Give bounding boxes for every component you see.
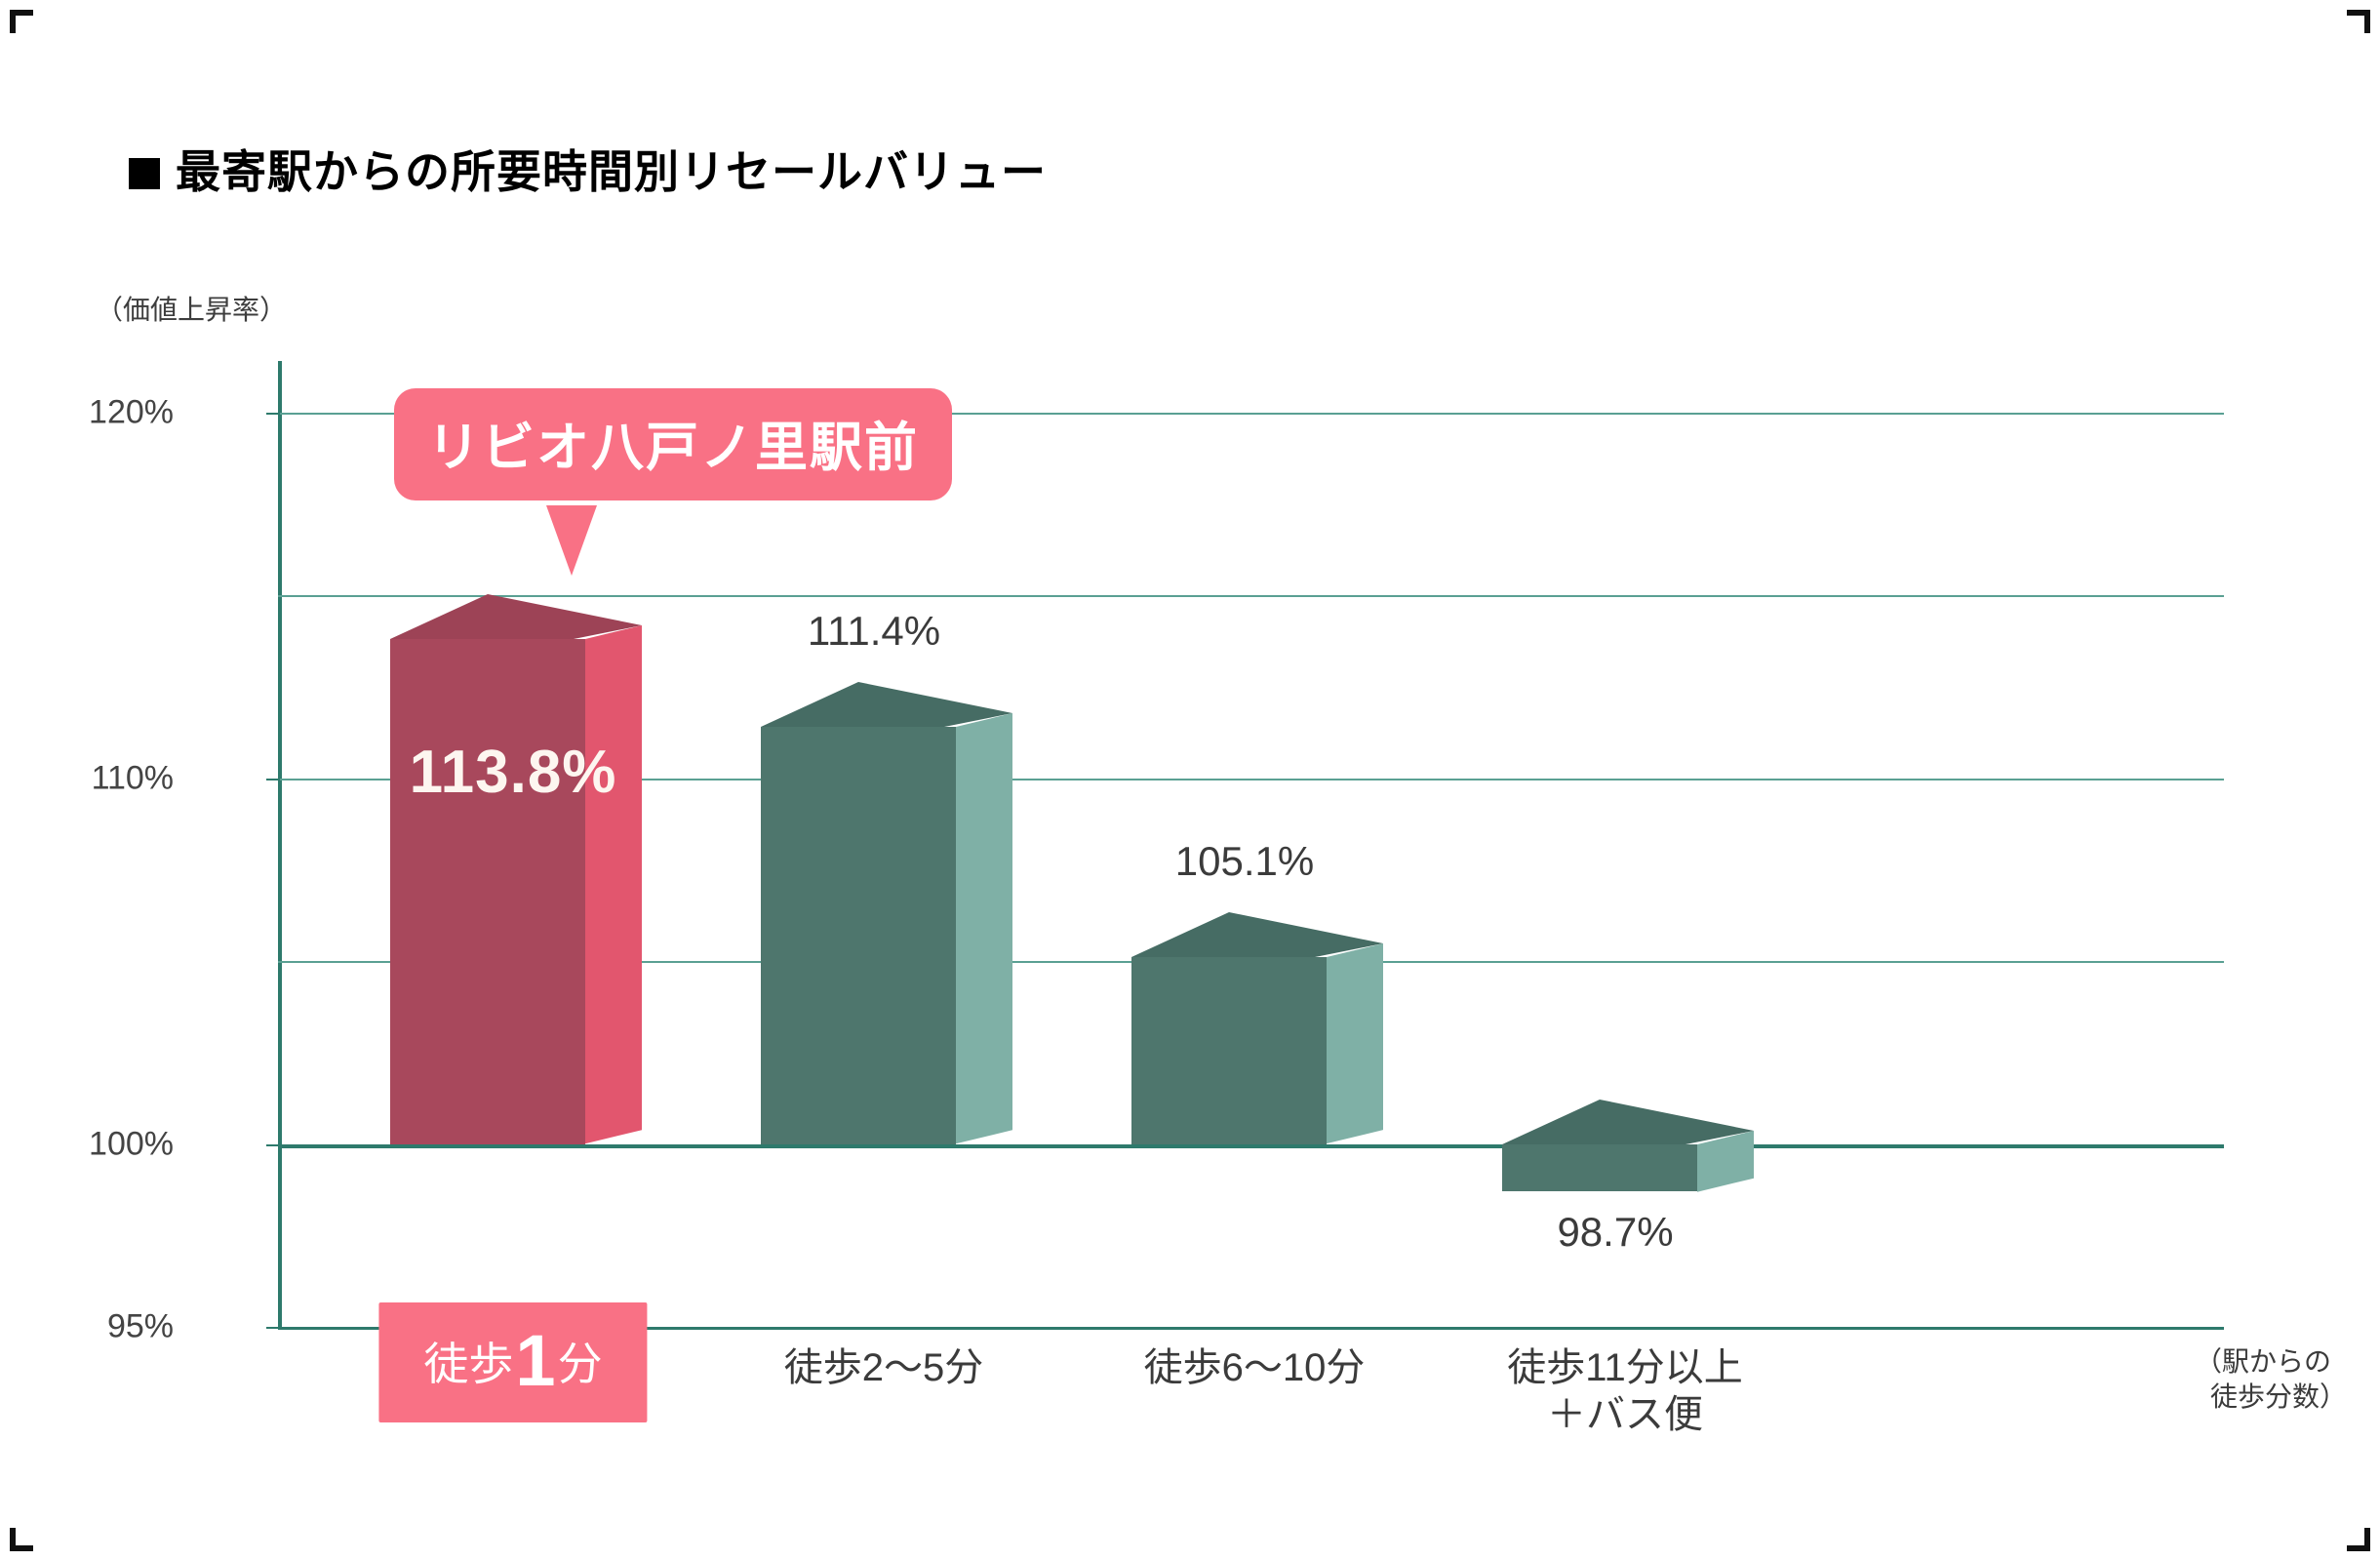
- x-category-label-3: 徒歩6〜10分: [1144, 1344, 1366, 1391]
- bar-4-front-face: [1502, 1143, 1697, 1192]
- bar-1-value-label: 113.8%: [409, 738, 617, 806]
- gridline-110: [278, 778, 2224, 780]
- y-tick-label-110: 110%: [91, 759, 174, 797]
- y-axis-line: [278, 361, 282, 1327]
- bar-2-front-face: [761, 727, 956, 1144]
- x-category-label-1: 徒歩1分: [378, 1302, 648, 1422]
- y-tick-label-120: 120%: [89, 393, 174, 431]
- bar-3-top-face: [1131, 912, 1383, 960]
- y-tick-mark-110: [266, 778, 280, 780]
- bar-2-value-label: 111.4%: [807, 608, 941, 655]
- y-axis-title: （価値上昇率）: [96, 295, 288, 325]
- x-category-line1: 徒歩2〜5分: [783, 1346, 984, 1389]
- bar-1-front-face: [390, 639, 585, 1144]
- y-tick-mark-100: [266, 1143, 280, 1146]
- gridline-100: [278, 1143, 2224, 1148]
- callout-label: リビオ八戸ノ里駅前: [427, 419, 919, 477]
- x-category-suffix: 分: [557, 1339, 603, 1389]
- bar-2-top-face: [761, 682, 1012, 730]
- gridline-120: [278, 413, 2224, 415]
- bar-2: [761, 682, 1012, 1144]
- x-category-label-4: 徒歩11分以上 ＋バス便: [1507, 1344, 1743, 1438]
- bar-4-top-face: [1502, 1099, 1754, 1146]
- registration-mark-top-right: [2347, 10, 2370, 33]
- x-axis-note: （駅からの 徒歩分数）: [2195, 1344, 2347, 1415]
- bar-3-side-face: [1327, 943, 1383, 1144]
- bar-4-side-face: [1697, 1130, 1754, 1192]
- y-tick-label-95: 95%: [106, 1307, 174, 1345]
- bar-4: [1502, 1099, 1754, 1192]
- y-tick-mark-95: [266, 1327, 280, 1329]
- bar-1-side-face: [585, 625, 642, 1144]
- y-tick-mark-120: [266, 413, 280, 415]
- x-category-label-2: 徒歩2〜5分: [784, 1344, 984, 1391]
- x-category-number: 1: [515, 1320, 556, 1401]
- bar-1: [390, 594, 642, 1144]
- x-category-line2: ＋バス便: [1547, 1393, 1703, 1436]
- callout-bubble: リビオ八戸ノ里駅前: [394, 388, 952, 500]
- gridline-95: [278, 1327, 2224, 1330]
- x-category-line1: 徒歩6〜10分: [1143, 1346, 1366, 1389]
- registration-mark-bottom-left: [10, 1528, 33, 1551]
- y-tick-label-100: 100%: [89, 1125, 174, 1163]
- bar-3-value-label: 105.1%: [1174, 838, 1315, 885]
- bar-3: [1131, 912, 1383, 1144]
- bar-4-value-label: 98.7%: [1557, 1209, 1674, 1256]
- gridline-115: [278, 595, 2224, 598]
- x-axis-note-line2: 徒歩分数）: [2210, 1381, 2348, 1412]
- chart-title: 最寄駅からの所要時間別リセールバリュー: [129, 137, 1047, 201]
- x-category-line1: 徒歩11分以上: [1507, 1346, 1743, 1389]
- registration-mark-bottom-right: [2347, 1528, 2370, 1551]
- bar-1-top-face: [390, 594, 642, 642]
- bar-3-front-face: [1131, 957, 1327, 1144]
- x-category-prefix: 徒歩: [423, 1339, 514, 1389]
- bullet-square-icon: [129, 158, 160, 189]
- chart-title-text: 最寄駅からの所要時間別リセールバリュー: [176, 146, 1047, 197]
- callout-tail-icon: [546, 505, 597, 576]
- x-axis-note-line1: （駅からの: [2195, 1346, 2332, 1377]
- registration-mark-top-left: [10, 10, 33, 33]
- bar-2-side-face: [956, 713, 1012, 1144]
